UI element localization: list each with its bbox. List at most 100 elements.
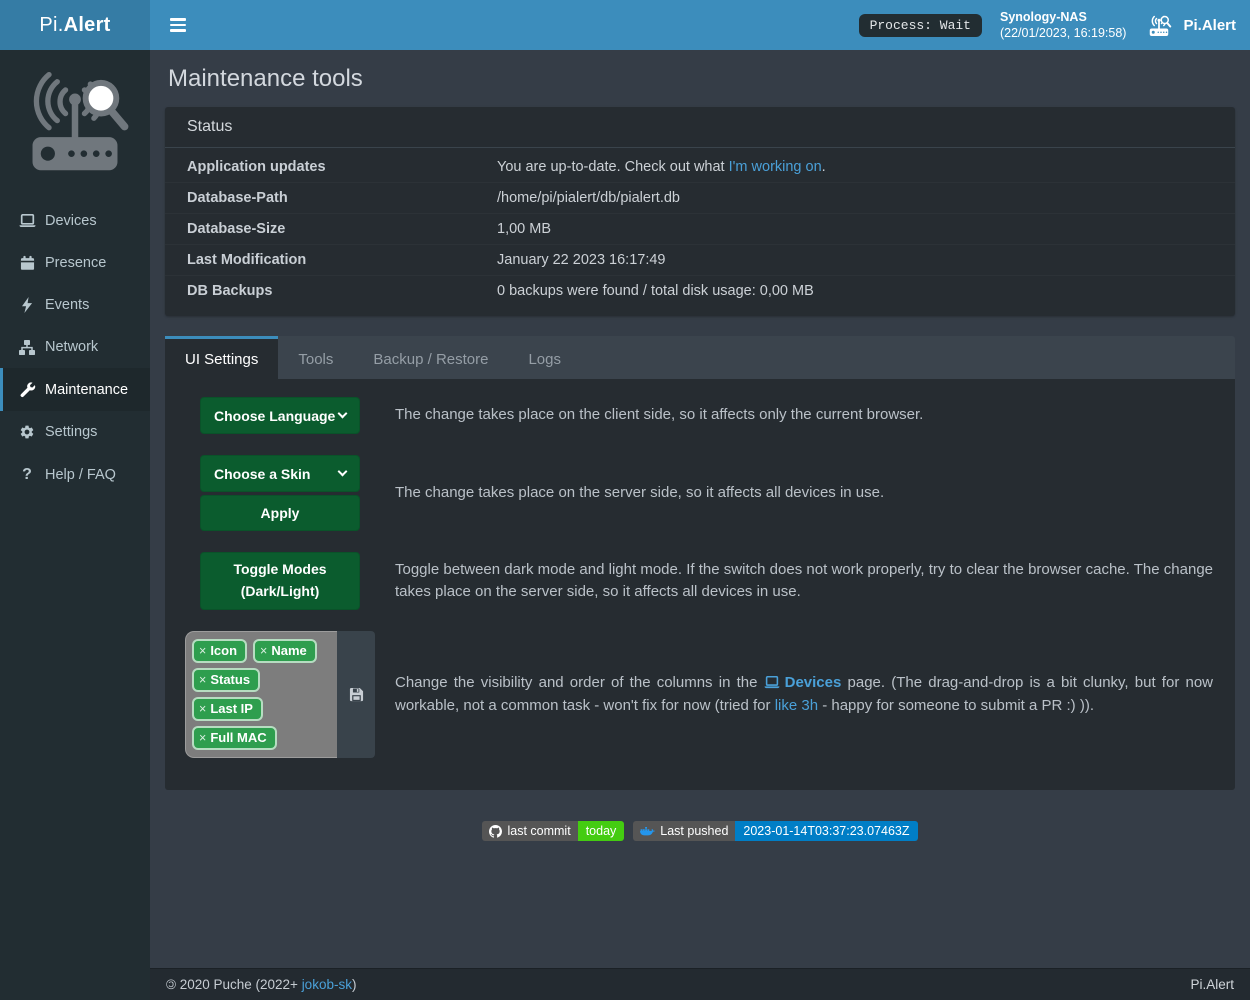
app-name: Pi.Alert (1183, 16, 1236, 34)
sidebar: Devices Presence Events Network Maintena… (0, 50, 150, 1000)
tag-label: Full MAC (210, 730, 267, 745)
column-tag-icon[interactable]: × Icon (192, 639, 248, 663)
like-3h-link[interactable]: like 3h (774, 696, 819, 714)
remove-tag-icon[interactable]: × (199, 701, 207, 716)
host-name: Synology-NAS (999, 9, 1087, 24)
status-panel: Status Application updates You are up-to… (165, 107, 1235, 316)
sidebar-item-maintenance[interactable]: Maintenance (0, 368, 150, 411)
maintenance-tabs: UI Settings Tools Backup / Restore Logs … (165, 336, 1235, 790)
column-tag-status[interactable]: × Status (192, 668, 261, 692)
top-nav: Process: Wait Synology-NAS (22/01/2023, … (150, 0, 1250, 50)
status-value-text: . (821, 159, 826, 175)
column-tags-container: × Icon × Name × Status × Last IP × Full MAC (185, 631, 337, 758)
sidebar-item-label: Maintenance (45, 381, 129, 398)
tag-label: Status (210, 672, 251, 687)
copyleft-icon: © (166, 977, 176, 992)
github-icon (489, 824, 503, 838)
top-bar: Pi. Alert Process: Wait Synology-NAS (22/… (0, 0, 1250, 50)
status-label: DB Backups (187, 283, 273, 299)
footer-copyright: © 2020 Puche (2022+ jokob-sk) (166, 977, 356, 992)
laptop-icon (764, 676, 780, 689)
sidebar-item-label: Events (45, 297, 90, 313)
toggle-modes-line2: (Dark/Light) (240, 583, 320, 599)
sidebar-item-label: Presence (45, 255, 107, 271)
choose-language-label: Choose Language (214, 407, 336, 424)
content-area: Maintenance tools Status Application upd… (150, 50, 1250, 968)
status-row-db-backups: DB Backups 0 backups were found / total … (165, 275, 1235, 306)
sidebar-item-label: Network (45, 339, 99, 355)
sidebar-item-presence[interactable]: Presence (0, 242, 150, 284)
toggle-modes-button[interactable]: Toggle Modes (Dark/Light) (200, 552, 360, 610)
jokob-sk-link[interactable]: jokob-sk (301, 977, 352, 992)
badge-label: Last pushed (660, 824, 729, 838)
badge-value: 2023-01-14T03:37:23.07463Z (735, 821, 918, 841)
column-tag-last-ip[interactable]: × Last IP (192, 697, 263, 721)
remove-tag-icon[interactable]: × (260, 643, 268, 658)
sidebar-item-label: Settings (45, 424, 98, 440)
status-label: Database-Path (187, 190, 288, 206)
save-columns-button[interactable] (337, 631, 375, 758)
columns-desc-text: - happy for someone to submit a PR :) ))… (818, 696, 1094, 714)
status-row-database-size: Database-Size 1,00 MB (165, 213, 1235, 244)
footer: © 2020 Puche (2022+ jokob-sk) Pi.Alert (150, 968, 1250, 1000)
skin-description: The change takes place on the server sid… (395, 483, 885, 501)
devices-link-label: Devices (784, 674, 842, 692)
tag-label: Last IP (210, 701, 253, 716)
footer-text: 2020 Puche (2022+ (175, 977, 302, 992)
apply-button[interactable]: Apply (200, 495, 360, 531)
toggle-modes-row: Toggle Modes (Dark/Light) Toggle between… (185, 552, 1215, 610)
last-commit-badge[interactable]: last commit today (482, 821, 625, 841)
remove-tag-icon[interactable]: × (199, 672, 207, 687)
column-tag-name[interactable]: × Name (253, 639, 317, 663)
tab-backup-restore[interactable]: Backup / Restore (373, 351, 489, 368)
sidebar-item-help[interactable]: ? Help / FAQ (0, 453, 150, 497)
choose-skin-select[interactable]: Choose a Skin (200, 455, 360, 492)
sitemap-icon (18, 339, 36, 355)
page-title: Maintenance tools (168, 65, 363, 92)
tab-logs[interactable]: Logs (528, 351, 561, 368)
status-row-application-updates: Application updates You are up-to-date. … (165, 152, 1235, 182)
sidebar-item-settings[interactable]: Settings (0, 411, 150, 453)
devices-page-link[interactable]: Devices (764, 674, 842, 692)
working-on-link[interactable]: I'm working on (728, 159, 822, 175)
status-row-last-modification: Last Modification January 22 2023 16:17:… (165, 244, 1235, 275)
toggle-modes-description: Toggle between dark mode and light mode.… (395, 560, 1213, 600)
wrench-icon (18, 381, 36, 398)
sidebar-item-devices[interactable]: Devices (0, 200, 150, 242)
status-value-text: You are up-to-date. Check out what (497, 159, 729, 175)
tab-tools[interactable]: Tools (298, 351, 334, 368)
status-label: Database-Size (187, 221, 286, 237)
tag-label: Icon (210, 643, 238, 658)
status-label: Application updates (187, 159, 326, 175)
footer-text: ) (351, 977, 357, 992)
calendar-icon (18, 255, 36, 271)
hamburger-menu-icon[interactable] (166, 12, 190, 38)
floppy-save-icon (349, 687, 363, 702)
host-timestamp: (22/01/2023, 16:19:58) (999, 26, 1127, 40)
status-value: /home/pi/pialert/db/pialert.db (497, 190, 680, 206)
last-pushed-badge[interactable]: Last pushed 2023-01-14T03:37:23.07463Z (633, 821, 918, 841)
sidebar-item-events[interactable]: Events (0, 284, 150, 326)
choose-language-select[interactable]: Choose Language (200, 397, 360, 434)
skin-setting-row: Choose a Skin Apply The change takes pla… (185, 455, 1215, 531)
question-icon: ? (22, 466, 32, 483)
brand-logo[interactable]: Pi. Alert (0, 0, 150, 50)
tab-ui-settings[interactable]: UI Settings (165, 336, 279, 379)
pialert-router-icon (1150, 15, 1172, 36)
brand-prefix: Pi. (39, 13, 64, 36)
status-value: You are up-to-date. Check out what I'm w… (497, 159, 826, 175)
badge-label: last commit (507, 824, 571, 838)
tab-bar: UI Settings Tools Backup / Restore Logs (165, 336, 1235, 379)
column-tag-full-mac[interactable]: × Full MAC (192, 726, 277, 750)
sidebar-menu: Devices Presence Events Network Maintena… (0, 200, 150, 497)
gear-icon (18, 424, 36, 440)
choose-skin-label: Choose a Skin (214, 465, 311, 482)
remove-tag-icon[interactable]: × (199, 730, 207, 745)
sidebar-item-label: Devices (45, 213, 97, 229)
repo-badges: last commit today Last pushed 2023-01-14… (165, 821, 1235, 841)
sidebar-item-label: Help / FAQ (45, 467, 116, 483)
footer-app-name: Pi.Alert (1190, 977, 1234, 992)
sidebar-item-network[interactable]: Network (0, 326, 150, 368)
remove-tag-icon[interactable]: × (199, 643, 207, 658)
chevron-down-icon (337, 466, 348, 477)
